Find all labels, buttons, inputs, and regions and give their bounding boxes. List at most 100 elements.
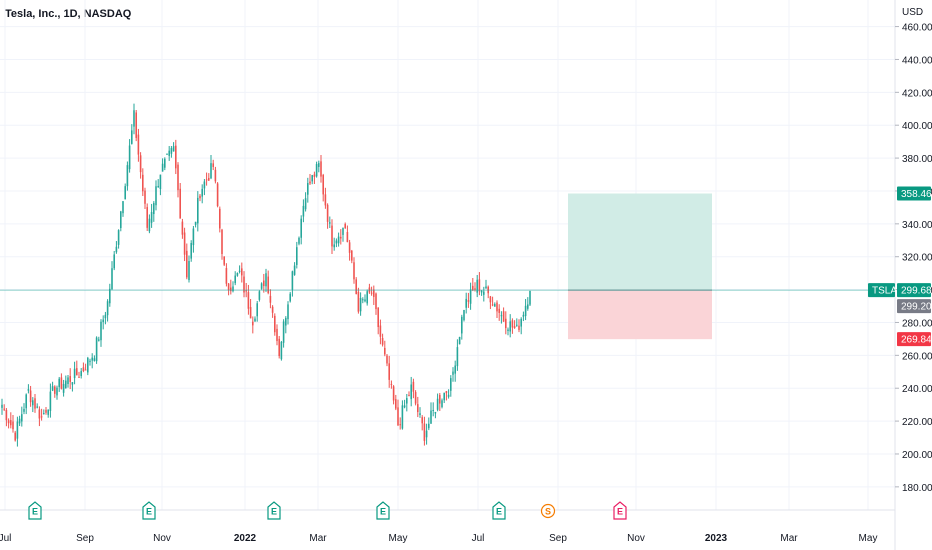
candle-body bbox=[155, 186, 157, 206]
candle-body bbox=[511, 320, 514, 328]
event-label: S bbox=[545, 507, 551, 517]
candle-body bbox=[491, 304, 494, 306]
candle-body bbox=[157, 185, 159, 188]
candle-body bbox=[507, 329, 509, 332]
candle-body bbox=[278, 338, 280, 357]
candle-body bbox=[287, 304, 289, 320]
target-price-badge-bg bbox=[897, 186, 931, 201]
candle-body bbox=[111, 268, 113, 290]
candle-body bbox=[93, 358, 96, 361]
candle-body bbox=[388, 363, 390, 380]
ticker-value-bg bbox=[897, 283, 931, 298]
candle-body bbox=[529, 290, 531, 305]
candle-body bbox=[225, 268, 228, 284]
candle-body bbox=[45, 409, 47, 413]
candle-body bbox=[60, 377, 63, 389]
price-tick-label: 440.00 bbox=[902, 55, 932, 66]
loss-zone[interactable] bbox=[568, 290, 712, 340]
candle-body bbox=[265, 273, 267, 287]
event-label: E bbox=[496, 507, 502, 517]
candle-body bbox=[236, 272, 239, 276]
candle-body bbox=[183, 232, 186, 255]
candle-body bbox=[219, 208, 221, 229]
candle-body bbox=[249, 307, 252, 319]
candle-body bbox=[102, 319, 104, 323]
price-tick-label: 320.00 bbox=[902, 253, 932, 264]
candle-body bbox=[71, 382, 74, 385]
candle-body bbox=[230, 287, 232, 292]
candle-body bbox=[91, 357, 93, 361]
event-label: E bbox=[32, 507, 38, 517]
candle-body bbox=[298, 237, 300, 244]
candle-body bbox=[425, 430, 428, 438]
candle-body bbox=[43, 413, 45, 415]
candle-body bbox=[524, 305, 527, 316]
candle-body bbox=[104, 314, 107, 319]
candle-body bbox=[177, 164, 179, 191]
candle-body bbox=[252, 321, 254, 326]
candle-body bbox=[386, 355, 388, 364]
time-axis[interactable]: Jul Sep Nov 2022 Mar May Jul Sep Nov 2023 Mar May bbox=[0, 509, 895, 544]
price-tick-label: 460.00 bbox=[902, 23, 932, 34]
event-label: E bbox=[271, 507, 277, 517]
price-tick-label: 240.00 bbox=[902, 384, 932, 395]
candle-body bbox=[241, 268, 243, 276]
ticker-price-badge: TSLA 299.68 bbox=[868, 283, 932, 298]
candle-body bbox=[443, 392, 445, 401]
earnings-icon bbox=[267, 501, 281, 520]
candle-body bbox=[445, 391, 448, 394]
candle-body bbox=[32, 400, 34, 406]
candle-body bbox=[293, 265, 296, 275]
candle-body bbox=[263, 280, 265, 287]
price-tick-label: 380.00 bbox=[902, 154, 932, 165]
candle-body bbox=[76, 368, 78, 376]
candle-body bbox=[29, 390, 32, 403]
candle-body bbox=[124, 186, 126, 200]
profit-zone[interactable] bbox=[568, 193, 712, 291]
candle-body bbox=[337, 236, 340, 244]
candle-body bbox=[357, 291, 360, 312]
candle-body bbox=[381, 337, 384, 345]
candle-body bbox=[454, 365, 456, 374]
candle-body bbox=[247, 292, 250, 309]
candle-body bbox=[478, 279, 481, 292]
price-tick-label: 340.00 bbox=[902, 220, 932, 231]
candle-body bbox=[122, 201, 124, 214]
price-tick-label: 280.00 bbox=[902, 318, 932, 329]
last-price-text: 299.20 bbox=[901, 302, 932, 313]
candle-body bbox=[14, 432, 16, 441]
candle-body bbox=[49, 391, 52, 411]
candle-body bbox=[126, 165, 129, 187]
candle-body bbox=[494, 304, 496, 307]
candle-body bbox=[5, 409, 8, 421]
candle-body bbox=[82, 367, 85, 372]
price-tick-label: 180.00 bbox=[902, 483, 932, 494]
stop-price-badge-bg bbox=[897, 332, 931, 347]
candle-body bbox=[441, 400, 443, 408]
candle-body bbox=[221, 229, 223, 255]
candle-body bbox=[232, 286, 234, 292]
candle-body bbox=[128, 145, 131, 170]
position-tool[interactable] bbox=[568, 193, 712, 340]
candle-body bbox=[401, 405, 404, 429]
price-tick-label: 200.00 bbox=[902, 450, 932, 461]
candle-body bbox=[188, 261, 190, 281]
ticker-label: TSLA bbox=[872, 286, 897, 297]
candle-body bbox=[256, 303, 258, 317]
last-price-badge: 299.20 bbox=[897, 299, 932, 314]
time-tick-label: Sep bbox=[76, 533, 94, 544]
event-label: E bbox=[146, 507, 152, 517]
candle-body bbox=[139, 155, 142, 173]
price-axis[interactable]: USD 180.00 200.00 220.00 240.00 260.00 280.00 3… bbox=[894, 0, 932, 550]
stop-price-badge-text: 269.84 bbox=[901, 335, 932, 346]
candle-body bbox=[322, 174, 324, 195]
ticker-label-bg bbox=[868, 283, 895, 298]
candle-body bbox=[483, 291, 485, 295]
candle-body bbox=[199, 195, 201, 199]
candle-body bbox=[417, 404, 419, 413]
candle-body bbox=[54, 386, 56, 394]
candle-body bbox=[496, 302, 498, 312]
candle-body bbox=[27, 389, 30, 391]
candle-body bbox=[146, 207, 148, 228]
